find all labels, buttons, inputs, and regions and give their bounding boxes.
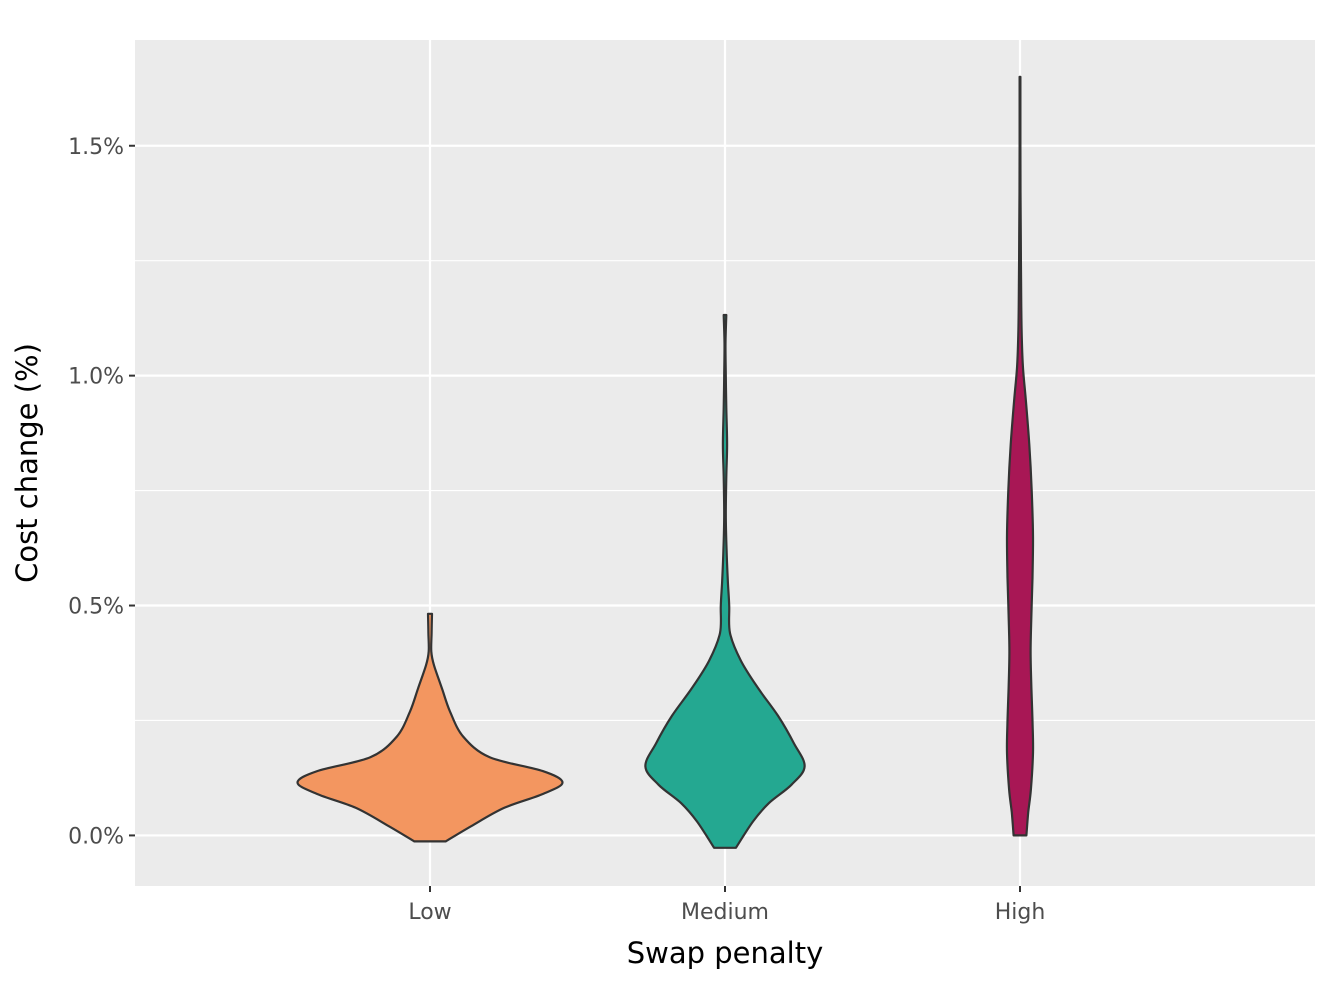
x-axis: Low Medium High <box>408 886 1045 925</box>
y-tick-label: 1.5% <box>68 135 124 160</box>
y-axis: 0.0% 0.5% 1.0% 1.5% <box>68 135 135 849</box>
violin-low <box>296 612 564 843</box>
x-tick-label: High <box>995 900 1046 925</box>
violin-medium <box>644 313 806 849</box>
y-tick-label: 0.0% <box>68 824 124 849</box>
y-tick-label: 1.0% <box>68 365 124 390</box>
y-tick-label: 0.5% <box>68 595 124 620</box>
x-axis-title: Swap penalty <box>627 936 824 970</box>
violins <box>296 75 1035 849</box>
violin-high <box>1005 75 1035 837</box>
x-tick-label: Low <box>408 900 451 925</box>
y-axis-title: Cost change (%) <box>10 343 44 583</box>
x-tick-label: Medium <box>681 900 769 925</box>
